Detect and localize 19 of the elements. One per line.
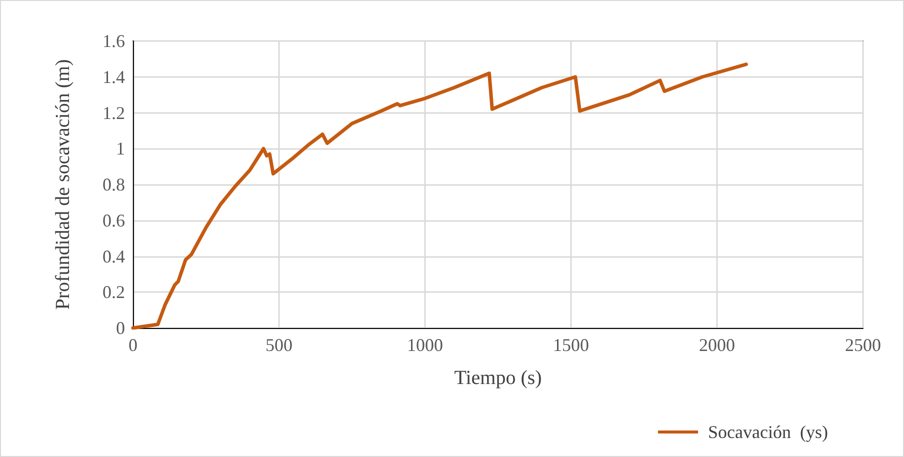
y-tick-label: 1.6 xyxy=(102,31,125,51)
y-tick-label: 0.4 xyxy=(102,246,125,266)
x-tick-label: 500 xyxy=(266,335,292,355)
legend-label: Socavación (ys) xyxy=(708,422,828,442)
x-tick-label: 2000 xyxy=(699,335,735,355)
y-tick-label: 0.6 xyxy=(102,210,125,230)
x-tick-label: 1500 xyxy=(553,335,589,355)
y-tick-label: 1.2 xyxy=(102,102,125,123)
y-tick-label: 1.4 xyxy=(102,66,125,87)
x-tick-label: 2500 xyxy=(845,335,881,355)
y-tick-label: 0.8 xyxy=(102,174,125,194)
x-tick-label: 1000 xyxy=(407,335,443,355)
y-axis-title: Profundidad de socavación (m) xyxy=(52,59,74,310)
y-tick-label: 1 xyxy=(116,138,125,159)
y-tick-label: 0.2 xyxy=(102,282,125,302)
x-axis-title: Tiempo (s) xyxy=(454,367,542,389)
x-tick-label: 0 xyxy=(128,335,138,355)
line-series xyxy=(131,62,748,330)
y-tick-label: 0 xyxy=(116,318,125,338)
